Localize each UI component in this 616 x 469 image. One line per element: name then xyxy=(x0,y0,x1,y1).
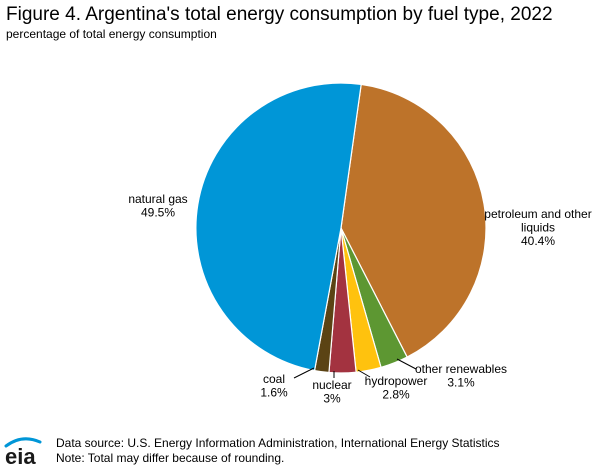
slice-label: natural gas 49.5% xyxy=(128,192,187,220)
svg-text:eia: eia xyxy=(5,444,36,468)
chart-footer: Data source: U.S. Energy Information Adm… xyxy=(56,436,500,466)
footnote: Note: Total may differ because of roundi… xyxy=(56,451,285,465)
leader-lines xyxy=(293,358,417,379)
eia-logo: eia xyxy=(4,437,42,468)
pie-chart: petroleum and other liquids 40.4% other ren… xyxy=(128,82,592,406)
chart-subtitle: percentage of total energy consumption xyxy=(6,27,217,41)
data-source: Data source: U.S. Energy Information Adm… xyxy=(56,436,500,450)
pie-slice-petroleum-and-other-liquids xyxy=(340,83,487,358)
chart-title: Figure 4. Argentina's total energy consu… xyxy=(6,4,553,25)
slice-label: other renewables 3.1% xyxy=(415,362,507,390)
slice-label: petroleum and other liquids 40.4% xyxy=(484,207,591,248)
leader-line xyxy=(293,367,315,379)
pie-slice-natural-gas xyxy=(195,82,362,372)
slice-label: nuclear 3% xyxy=(312,378,351,406)
slice-label: coal 1.6% xyxy=(260,372,288,400)
slice-label: hydropower 2.8% xyxy=(365,374,428,402)
pie-slices xyxy=(195,82,487,374)
leader-line xyxy=(396,358,417,370)
leader-line xyxy=(357,369,371,378)
slice-labels: petroleum and other liquids 40.4% other ren… xyxy=(128,192,591,406)
